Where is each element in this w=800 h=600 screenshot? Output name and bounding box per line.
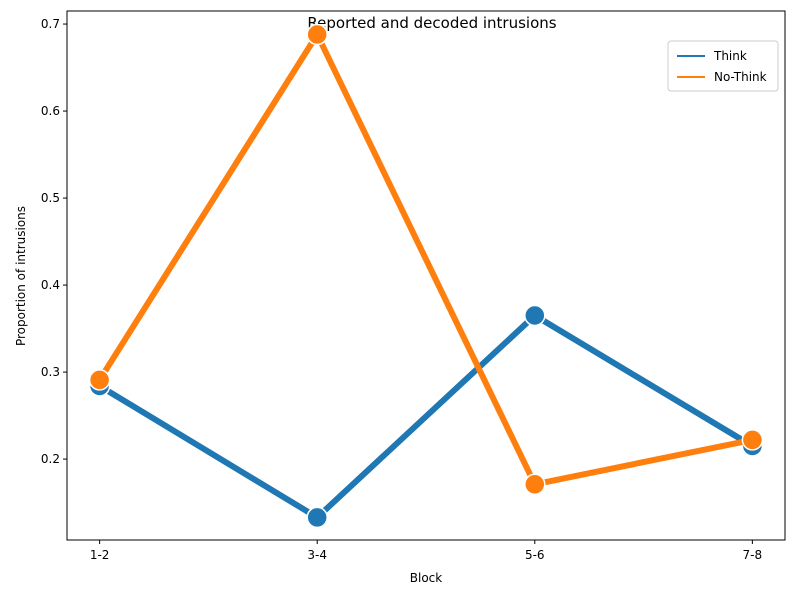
chart-title: Reported and decoded intrusions (307, 14, 556, 32)
y-tick-label: 0.6 (41, 104, 60, 118)
y-tick-label: 0.7 (41, 17, 60, 31)
data-point-think (524, 304, 546, 327)
y-axis-label: Proportion of intrusions (14, 206, 28, 346)
data-point-think (306, 506, 328, 529)
y-tick-label: 0.2 (41, 452, 60, 466)
data-point-no-think (88, 369, 111, 391)
series-line-no-think (96, 31, 756, 488)
series-line-think (96, 312, 756, 521)
plot-area (88, 23, 764, 529)
x-tick-label: 3-4 (307, 548, 327, 562)
data-point-no-think (306, 23, 328, 46)
x-axis: 1-2 3-4 5-6 7-8 (90, 540, 762, 562)
legend-box (667, 40, 779, 92)
x-tick-label: 5-6 (525, 548, 545, 562)
y-tick-label: 0.4 (41, 278, 60, 292)
data-point-no-think (741, 429, 764, 451)
y-tick-label: 0.3 (41, 365, 60, 379)
legend-label-no-think: No-Think (714, 70, 767, 84)
legend: Think No-Think (667, 40, 779, 92)
x-axis-label: Block (410, 571, 443, 585)
y-tick-label: 0.5 (41, 191, 60, 205)
x-tick-label: 7-8 (743, 548, 763, 562)
x-tick-label: 1-2 (90, 548, 110, 562)
legend-label-think: Think (713, 49, 747, 63)
axes-frame (66, 10, 786, 541)
y-axis: 0.2 0.3 0.4 0.5 0.6 0.7 (41, 17, 67, 466)
data-point-no-think (524, 473, 546, 496)
